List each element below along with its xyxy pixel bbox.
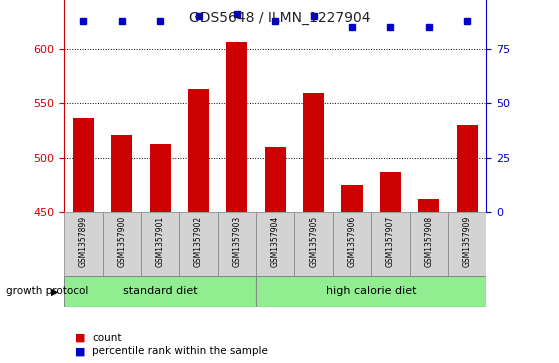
Bar [226, 42, 248, 212]
Bar [380, 172, 401, 212]
Bar [218, 212, 256, 276]
Bar [150, 144, 170, 212]
Text: GSM1357902: GSM1357902 [194, 216, 203, 267]
Bar [103, 212, 141, 276]
Bar [303, 93, 324, 212]
Bar [256, 276, 486, 307]
Bar [342, 185, 363, 212]
Bar [333, 212, 371, 276]
Bar [265, 147, 286, 212]
Bar [457, 125, 478, 212]
Text: GSM1357904: GSM1357904 [271, 216, 280, 267]
Text: ▶: ▶ [51, 286, 59, 296]
Text: standard diet: standard diet [123, 286, 197, 296]
Bar [64, 276, 256, 307]
Bar [73, 118, 94, 212]
Bar [418, 199, 439, 212]
Bar [179, 212, 218, 276]
Text: high calorie diet: high calorie diet [326, 286, 416, 296]
Bar [111, 135, 132, 212]
Bar [295, 212, 333, 276]
Text: GSM1357909: GSM1357909 [463, 216, 472, 267]
Text: growth protocol: growth protocol [6, 286, 88, 296]
Bar [410, 212, 448, 276]
Bar [256, 212, 295, 276]
Text: GSM1357905: GSM1357905 [309, 216, 318, 267]
Bar [371, 212, 410, 276]
Text: GDS5648 / ILMN_1227904: GDS5648 / ILMN_1227904 [189, 11, 370, 25]
Text: GSM1357906: GSM1357906 [348, 216, 357, 267]
Text: ■: ■ [75, 346, 86, 356]
Text: GSM1357908: GSM1357908 [424, 216, 433, 267]
Text: GSM1357899: GSM1357899 [79, 216, 88, 267]
Bar [64, 212, 103, 276]
Text: percentile rank within the sample: percentile rank within the sample [92, 346, 268, 356]
Text: GSM1357903: GSM1357903 [233, 216, 241, 267]
Text: ■: ■ [75, 333, 86, 343]
Text: GSM1357907: GSM1357907 [386, 216, 395, 267]
Bar [141, 212, 179, 276]
Bar [448, 212, 486, 276]
Bar [188, 89, 209, 212]
Text: count: count [92, 333, 122, 343]
Text: GSM1357901: GSM1357901 [156, 216, 165, 267]
Text: GSM1357900: GSM1357900 [117, 216, 126, 267]
